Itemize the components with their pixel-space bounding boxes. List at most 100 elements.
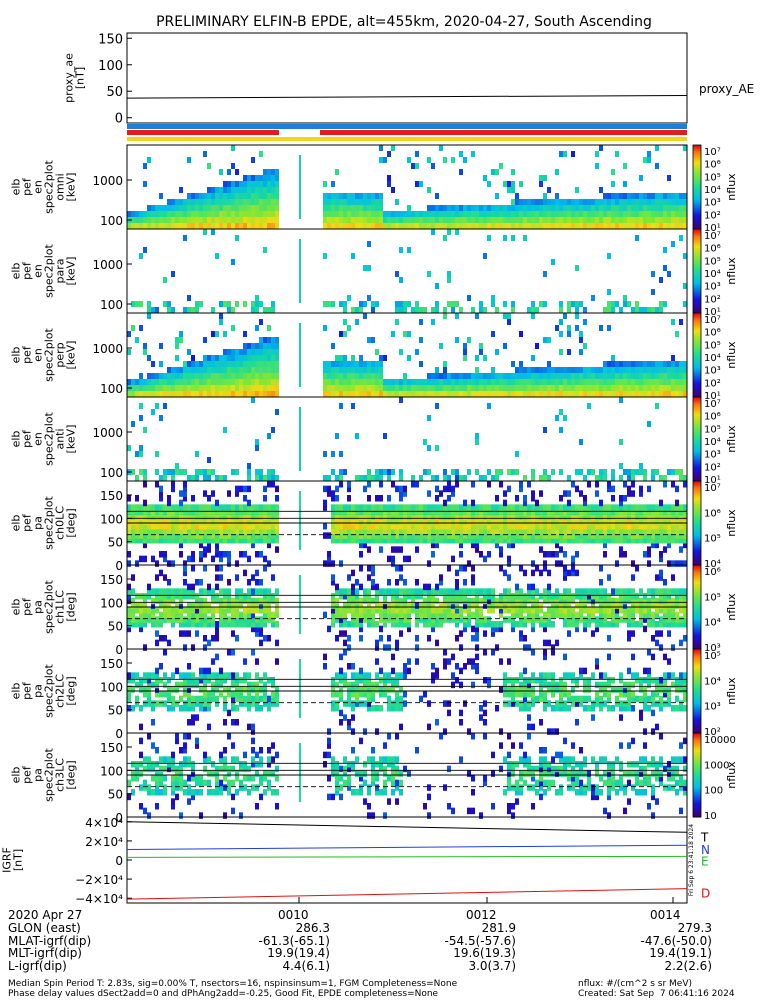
pitch-angle-spectrogram-1-cell [495,621,499,628]
energy-spectrogram-2-cell [219,319,223,325]
energy-spectrogram-1-cell [139,253,143,259]
energy-spectrogram-2-cell [523,373,527,379]
pitch-angle-spectrogram-0-cell [551,504,555,511]
energy-spectrogram-0-cell [471,151,475,157]
energy-spectrogram-0-cell [599,217,603,223]
energy-spectrogram-2-cell [607,325,611,331]
energy-spectrogram-0-cell [327,217,331,223]
energy-spectrogram-3-cell [155,403,159,409]
energy-spectrogram-2-cell [343,361,347,367]
pitch-angle-spectrogram-0-cell [575,486,579,493]
energy-spectrogram-0-cell [559,151,563,157]
energy-spectrogram-0-cell [647,205,651,211]
energy-spectrogram-0-cell [323,181,327,187]
energy-spectrogram-3-cell [175,469,179,475]
energy-spectrogram-2-cell [375,349,379,355]
energy-spectrogram-0-ylabel: [keV] [65,173,78,202]
energy-spectrogram-0-cell [335,217,339,223]
pitch-angle-spectrogram-1-cell [507,588,511,595]
energy-spectrogram-3-cell [335,433,339,439]
energy-spectrogram-3-cell [371,475,375,481]
energy-spectrogram-0-cell [647,151,651,157]
pitch-angle-spectrogram-1-cell [451,588,455,595]
energy-spectrogram-2-cell [243,349,247,355]
pitch-angle-spectrogram-1-cell [575,602,579,609]
pitch-angle-spectrogram-0-cell [659,551,663,558]
pitch-angle-spectrogram-1-cell [155,640,159,647]
pitch-angle-spectrogram-2-cell [247,672,251,679]
pitch-angle-spectrogram-1-cell [143,593,147,600]
pitch-angle-spectrogram-0-cell [371,504,375,511]
energy-spectrogram-3-cell [595,475,599,481]
pitch-angle-spectrogram-0-cell [143,556,147,563]
energy-spectrogram-3-cell [599,469,603,475]
energy-spectrogram-0-cell [203,151,207,157]
energy-spectrogram-2-cell [199,385,203,391]
pitch-angle-spectrogram-0-cell [223,551,227,558]
energy-spectrogram-2-cell [683,391,687,397]
pitch-angle-spectrogram-1-cell [423,598,427,605]
energy-spectrogram-0-cell [259,223,263,229]
energy-spectrogram-0-cell [343,211,347,217]
energy-spectrogram-0-cell [263,223,267,229]
energy-spectrogram-0-cell [515,223,519,229]
energy-spectrogram-1-cell [531,307,535,313]
energy-spectrogram-2-cell [519,331,523,337]
energy-spectrogram-2-cell [547,361,551,367]
pitch-angle-spectrogram-0-cell [347,504,351,511]
energy-spectrogram-0-cell [655,199,659,205]
pitch-angle-spectrogram-0-cell [407,504,411,511]
pitch-angle-spectrogram-1-cell [499,565,503,572]
energy-spectrogram-0-cell [359,205,363,211]
energy-spectrogram-1-cell [359,307,363,313]
energy-spectrogram-3-cell [523,475,527,481]
energy-spectrogram-1-cell [663,301,667,307]
energy-spectrogram-2-cell [195,367,199,373]
energy-spectrogram-2-cell [215,361,219,367]
energy-spectrogram-2-cell [671,385,675,391]
energy-spectrogram-2-cell [231,325,235,331]
energy-spectrogram-1-cell [627,301,631,307]
pitch-angle-spectrogram-1-cell [215,607,219,614]
energy-spectrogram-0-cell [203,193,207,199]
energy-spectrogram-2-cell [503,343,507,349]
energy-spectrogram-0-cell [271,205,275,211]
energy-spectrogram-0-cell [583,217,587,223]
pitch-angle-spectrogram-2-cell [155,700,159,707]
pitch-angle-spectrogram-1-cell [659,570,663,577]
pitch-angle-spectrogram-0-cell [379,481,383,488]
energy-spectrogram-2-cell [199,367,203,373]
pitch-angle-spectrogram-1-cell [479,588,483,595]
energy-spectrogram-2-cell [243,391,247,397]
pitch-angle-spectrogram-2-cell [147,672,151,679]
energy-spectrogram-0-cell [551,223,555,229]
pitch-angle-spectrogram-0-cell [555,504,559,511]
energy-spectrogram-2-cell [647,373,651,379]
energy-spectrogram-1-cell [575,301,579,307]
energy-spectrogram-2-colorbar-tick: 10⁷ [704,315,721,326]
energy-spectrogram-0-cell [163,223,167,229]
pitch-angle-spectrogram-0-cell [655,504,659,511]
energy-spectrogram-0-cell [603,211,607,217]
energy-spectrogram-2-cell [191,367,195,373]
energy-spectrogram-2-cell [403,373,407,379]
energy-spectrogram-0-cell [619,199,623,205]
energy-spectrogram-0-cell [335,223,339,229]
pitch-angle-spectrogram-1-cell [239,612,243,619]
pitch-angle-spectrogram-1-cell [155,630,159,637]
energy-spectrogram-0-cell [355,217,359,223]
energy-spectrogram-2-cell [239,355,243,361]
energy-spectrogram-2-cell [607,373,611,379]
energy-spectrogram-0-cell [203,199,207,205]
energy-spectrogram-2-cell [259,319,263,325]
energy-spectrogram-0-cell [347,211,351,217]
energy-spectrogram-2-cell [543,337,547,343]
pitch-angle-spectrogram-1-cell [207,616,211,623]
energy-spectrogram-0-cell [179,187,183,193]
energy-spectrogram-2-cell [443,367,447,373]
energy-spectrogram-2-cell [571,373,575,379]
energy-spectrogram-2-cell [243,379,247,385]
energy-spectrogram-2-cell [251,391,255,397]
energy-spectrogram-0-cell [555,169,559,175]
energy-spectrogram-1-cell [431,307,435,313]
